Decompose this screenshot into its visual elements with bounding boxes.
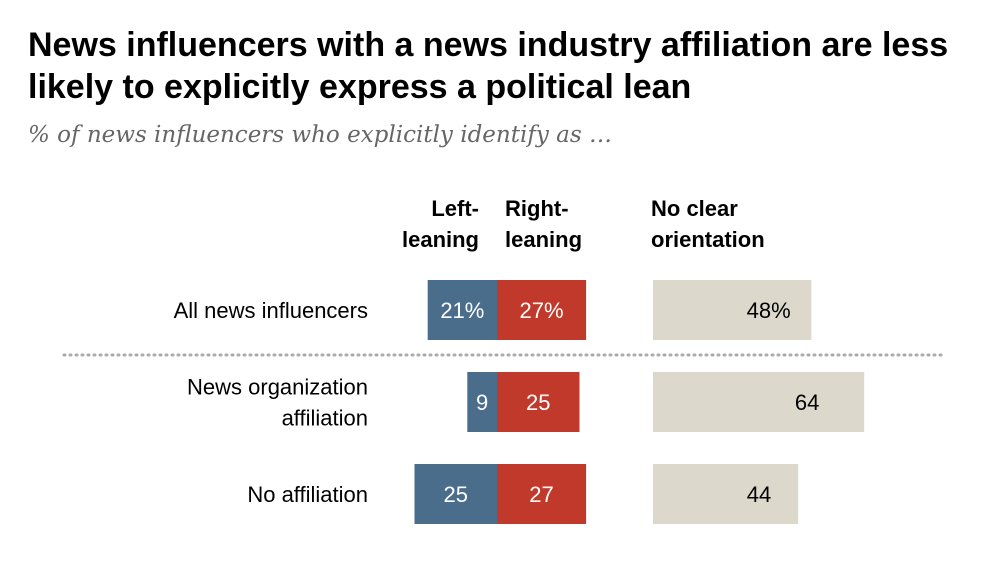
category-label-line: No affiliation — [247, 482, 368, 507]
chart-subtitle: % of news influencers who explicitly ide… — [28, 122, 612, 148]
header-no-clear-orientation-line: orientation — [651, 227, 765, 252]
value-label-right: 27% — [520, 298, 564, 323]
category-label-line: News organization — [187, 375, 368, 400]
value-label-right: 25 — [526, 390, 550, 415]
bar-left-leaning — [467, 372, 497, 432]
category-label-line: All news influencers — [174, 298, 368, 323]
value-label-left: 21% — [440, 298, 484, 323]
category-label: All news influencers — [174, 298, 368, 323]
bar-right-leaning — [497, 464, 587, 524]
category-label-line: affiliation — [282, 406, 368, 431]
bar-right-leaning — [497, 372, 580, 432]
header-no-clear-orientation: No clear orientation — [651, 196, 765, 252]
category-label: No affiliation — [247, 482, 368, 507]
value-label-left: 25 — [444, 482, 468, 507]
value-label-left: 9 — [476, 390, 488, 415]
header-left-leaning-line: Left- — [431, 196, 479, 221]
chart-title: News influencers with a news industry af… — [28, 26, 949, 106]
value-label-neutral: 48% — [747, 298, 791, 323]
header-right-leaning: Right-leaning — [505, 196, 582, 252]
bar-left-leaning — [414, 464, 497, 524]
header-right-leaning-line: leaning — [505, 227, 582, 252]
bar-no-clear-orientation — [653, 280, 812, 340]
header-left-leaning: Left-leaning — [402, 196, 479, 252]
bar-no-clear-orientation — [653, 372, 865, 432]
category-label: News organization affiliation — [187, 375, 368, 431]
header-no-clear-orientation-line: No clear — [651, 196, 738, 221]
bar-no-clear-orientation — [653, 464, 799, 524]
value-label-neutral: 44 — [747, 482, 771, 507]
value-label-right: 27 — [529, 482, 553, 507]
bar-right-leaning — [497, 280, 587, 340]
header-right-leaning-line: Right- — [505, 196, 569, 221]
header-left-leaning-line: leaning — [402, 227, 479, 252]
value-label-neutral: 64 — [795, 390, 819, 415]
bar-left-leaning — [427, 280, 497, 340]
